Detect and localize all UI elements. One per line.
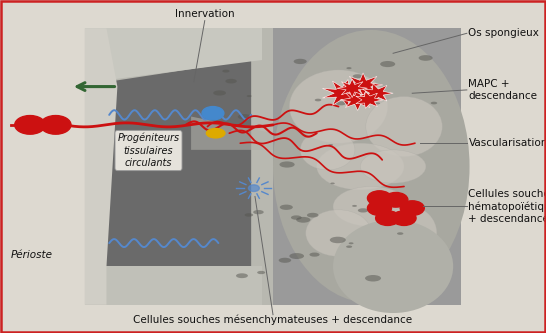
- Ellipse shape: [365, 275, 381, 281]
- Ellipse shape: [306, 210, 371, 256]
- Polygon shape: [85, 28, 117, 305]
- Ellipse shape: [380, 61, 395, 67]
- Ellipse shape: [330, 237, 346, 243]
- Ellipse shape: [245, 213, 253, 217]
- Text: Vascularisation: Vascularisation: [468, 138, 546, 148]
- Ellipse shape: [333, 220, 453, 313]
- Ellipse shape: [238, 114, 251, 120]
- Polygon shape: [98, 60, 251, 273]
- Ellipse shape: [225, 79, 237, 84]
- Text: Cellules souches mésenchymateuses + descendance: Cellules souches mésenchymateuses + desc…: [133, 314, 413, 325]
- Circle shape: [384, 192, 408, 207]
- Ellipse shape: [431, 102, 437, 104]
- Ellipse shape: [294, 59, 307, 64]
- Circle shape: [15, 116, 45, 134]
- Ellipse shape: [328, 144, 333, 146]
- Circle shape: [40, 116, 71, 134]
- Text: Os spongieux: Os spongieux: [468, 28, 539, 38]
- Ellipse shape: [353, 74, 363, 78]
- Ellipse shape: [352, 205, 357, 207]
- Ellipse shape: [307, 213, 318, 217]
- Ellipse shape: [280, 162, 295, 167]
- Ellipse shape: [253, 210, 264, 214]
- Polygon shape: [356, 92, 383, 108]
- Ellipse shape: [314, 99, 321, 101]
- Ellipse shape: [310, 252, 319, 257]
- Ellipse shape: [360, 150, 426, 183]
- Ellipse shape: [289, 70, 388, 143]
- Polygon shape: [340, 89, 375, 111]
- Ellipse shape: [213, 90, 226, 96]
- Ellipse shape: [206, 129, 225, 138]
- Ellipse shape: [366, 97, 442, 157]
- Text: MAPC +
descendance: MAPC + descendance: [468, 79, 537, 101]
- Ellipse shape: [291, 215, 302, 220]
- Circle shape: [248, 185, 259, 191]
- Polygon shape: [343, 73, 383, 97]
- Ellipse shape: [419, 55, 432, 61]
- Circle shape: [367, 191, 391, 205]
- Polygon shape: [337, 79, 367, 98]
- Ellipse shape: [273, 30, 470, 303]
- Polygon shape: [85, 28, 262, 83]
- Polygon shape: [362, 84, 393, 103]
- Ellipse shape: [336, 101, 346, 106]
- Text: Cellules souches
hématopoïétiques
+ descendance: Cellules souches hématopoïétiques + desc…: [468, 189, 546, 224]
- Circle shape: [376, 211, 400, 225]
- Ellipse shape: [330, 182, 335, 184]
- Polygon shape: [323, 80, 367, 107]
- Ellipse shape: [346, 67, 352, 69]
- Ellipse shape: [222, 70, 229, 73]
- Ellipse shape: [278, 258, 291, 263]
- Ellipse shape: [289, 253, 304, 259]
- Text: Progéniteurs
tissulaires
circulants: Progéniteurs tissulaires circulants: [117, 133, 180, 168]
- Ellipse shape: [375, 102, 380, 104]
- Ellipse shape: [296, 217, 311, 223]
- Ellipse shape: [280, 204, 293, 210]
- Circle shape: [367, 201, 391, 215]
- Polygon shape: [85, 28, 461, 305]
- Ellipse shape: [333, 186, 410, 226]
- Circle shape: [392, 211, 416, 225]
- Ellipse shape: [257, 271, 265, 274]
- Ellipse shape: [346, 245, 352, 248]
- Circle shape: [400, 201, 424, 215]
- Ellipse shape: [358, 208, 369, 212]
- Ellipse shape: [397, 232, 403, 235]
- Polygon shape: [191, 117, 273, 150]
- Ellipse shape: [382, 206, 437, 260]
- Ellipse shape: [317, 143, 404, 190]
- Polygon shape: [85, 266, 262, 305]
- Ellipse shape: [247, 95, 252, 97]
- Ellipse shape: [236, 273, 248, 278]
- Ellipse shape: [300, 130, 355, 170]
- Ellipse shape: [349, 242, 353, 244]
- Polygon shape: [85, 28, 273, 305]
- Text: Innervation: Innervation: [175, 9, 235, 19]
- Circle shape: [202, 107, 224, 120]
- Text: Périoste: Périoste: [11, 250, 53, 260]
